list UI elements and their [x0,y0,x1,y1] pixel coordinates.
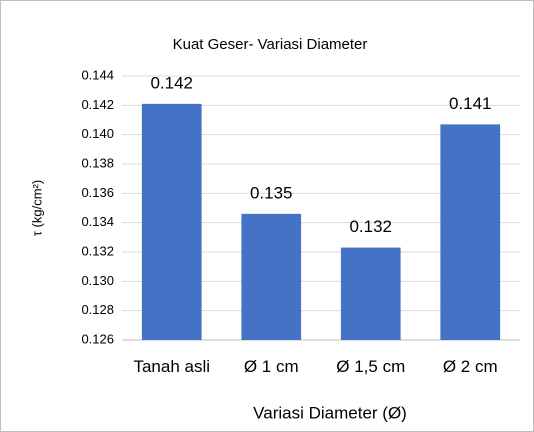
x-axis-label: Variasi Diameter (Ø) [253,403,407,422]
y-tick-label: 0.128 [81,302,114,317]
x-tick-label: Ø 1 cm [243,357,299,376]
data-label: 0.135 [250,183,293,202]
bar [440,124,501,341]
y-tick-label: 0.136 [81,185,114,200]
y-tick-label: 0.138 [81,155,114,170]
y-tick-label: 0.140 [81,126,114,141]
data-label: 0.142 [150,73,193,92]
y-tick-label: 0.144 [81,67,114,82]
y-axis-label: τ (kg/cm²) [29,180,44,236]
y-tick-label: 0.142 [81,97,114,112]
y-tick-label: 0.126 [81,331,114,346]
y-tick-label: 0.130 [81,273,114,288]
data-label: 0.132 [349,217,392,236]
bar [141,103,202,340]
x-tick-label: Ø 1,5 cm [336,357,406,376]
y-tick-label: 0.132 [81,243,114,258]
data-label: 0.141 [449,94,492,113]
x-tick-label: Tanah asli [133,357,211,376]
bar [241,213,302,340]
bar [340,247,401,340]
y-tick-label: 0.134 [81,214,114,229]
chart-title: Kuat Geser- Variasi Diameter [173,36,368,53]
x-tick-label: Ø 2 cm [442,357,498,376]
